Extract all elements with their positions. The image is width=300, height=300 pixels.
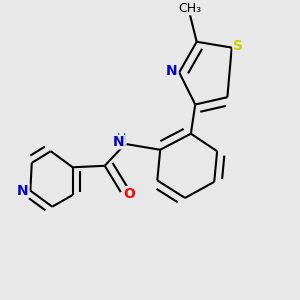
Text: N: N — [17, 184, 29, 198]
Text: O: O — [123, 187, 135, 200]
Text: H: H — [117, 132, 126, 145]
Text: O: O — [123, 187, 135, 200]
Text: CH₃: CH₃ — [178, 2, 201, 15]
Text: N: N — [113, 135, 124, 149]
Text: S: S — [233, 39, 243, 53]
Text: N: N — [166, 64, 178, 78]
Text: N: N — [166, 64, 178, 78]
Text: N: N — [17, 184, 29, 198]
Text: S: S — [233, 39, 243, 53]
